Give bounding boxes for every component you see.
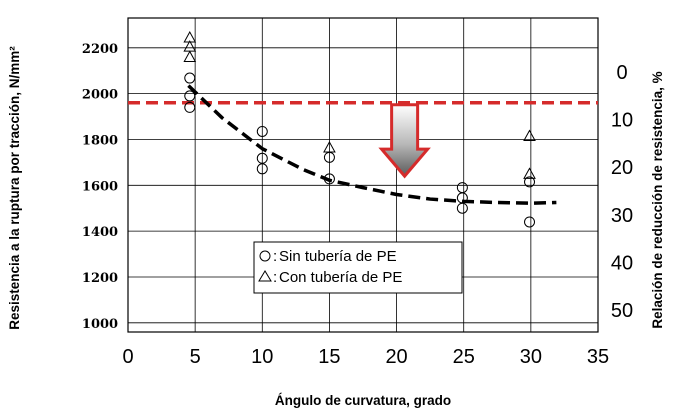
data-point-circle xyxy=(456,182,468,194)
arrow-layer xyxy=(378,103,431,179)
x-axis-title: Ángulo de curvatura, grado xyxy=(275,393,451,408)
data-point-circle xyxy=(256,152,268,164)
y2-tick-label: 10 xyxy=(611,109,633,131)
y-tick-label: 1400 xyxy=(82,225,118,240)
y-tick-label: 1200 xyxy=(82,271,118,286)
legend-label-sin: Sin tubería de PE xyxy=(279,248,397,265)
right-axis-ticks: 0 10 20 30 40 50 xyxy=(611,62,633,322)
data-point-triangle xyxy=(183,40,197,52)
legend-triangle-icon xyxy=(258,270,272,282)
data-point-circle xyxy=(184,101,196,113)
x-tick-label: 25 xyxy=(453,346,475,368)
y2-tick-label: 30 xyxy=(611,205,633,227)
down-arrow xyxy=(378,103,431,179)
x-tick-label: 35 xyxy=(587,346,609,368)
data-point-circle xyxy=(323,173,335,185)
data-point-circle xyxy=(184,72,196,84)
x-tick-label: 15 xyxy=(318,346,340,368)
data-point-triangle xyxy=(523,129,536,142)
x-tick-label: 30 xyxy=(520,346,542,368)
x-tick-label: 0 xyxy=(122,346,133,368)
data-point-circle xyxy=(256,163,268,175)
x-tick-label: 20 xyxy=(385,346,407,368)
data-point-circle xyxy=(524,216,536,228)
trend-line xyxy=(187,84,557,205)
y2-tick-label: 40 xyxy=(611,252,633,274)
data-point-triangle xyxy=(523,167,536,179)
y2-axis-title: Relación de reducción de resistencia, % xyxy=(650,71,665,328)
legend: : Sin tubería de PE : Con tubería de PE xyxy=(253,241,463,294)
x-tick-label: 10 xyxy=(251,346,273,368)
legend-colon: : xyxy=(273,248,277,265)
data-point-circle xyxy=(256,125,268,137)
plot-frame xyxy=(127,17,599,333)
data-points xyxy=(183,30,536,228)
y-tick-label: 2000 xyxy=(82,88,118,103)
legend-box xyxy=(253,241,463,294)
data-point-triangle xyxy=(183,50,197,62)
legend-colon: : xyxy=(273,269,277,286)
x-tick-label: 5 xyxy=(190,346,201,368)
grid xyxy=(128,18,598,332)
y2-tick-label: 50 xyxy=(611,300,633,322)
data-point-circle xyxy=(184,90,196,102)
y2-tick-label: 0 xyxy=(616,62,627,84)
data-point-circle xyxy=(524,176,536,188)
y-axis-title: Resistencia a la ruptura por tracción, N… xyxy=(7,46,22,330)
left-axis-ticks: 1000 1200 1400 1600 1800 2000 2200 xyxy=(82,42,118,332)
y2-tick-label: 20 xyxy=(611,157,633,179)
data-point-triangle xyxy=(323,140,336,153)
y-tick-label: 1800 xyxy=(82,133,118,148)
y-tick-label: 1600 xyxy=(82,179,118,194)
data-point-circle xyxy=(456,202,468,214)
y-tick-label: 2200 xyxy=(82,42,118,57)
bottom-axis-ticks: 0 5 10 15 20 25 30 35 xyxy=(122,346,609,368)
legend-label-con: Con tubería de PE xyxy=(279,269,402,286)
legend-circle-icon xyxy=(259,250,271,262)
trend-line-group xyxy=(187,84,557,205)
y-tick-label: 1000 xyxy=(82,317,118,332)
